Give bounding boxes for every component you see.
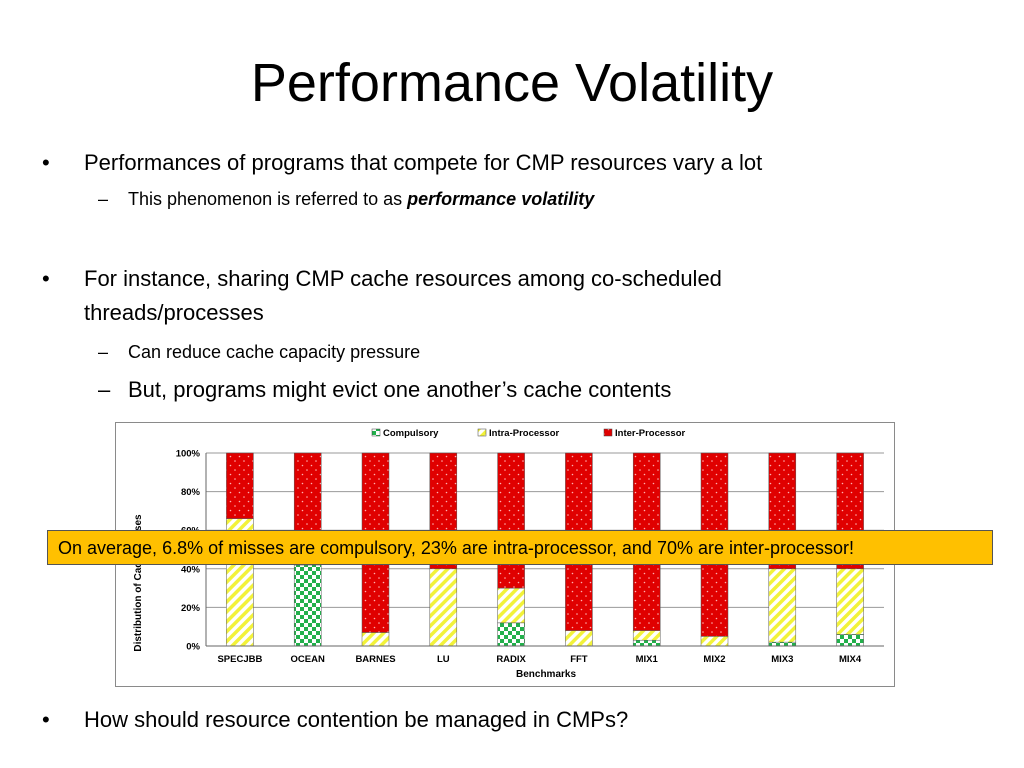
y-tick-label: 0% xyxy=(186,642,200,653)
bullet-1-text: Performances of programs that compete fo… xyxy=(84,150,763,175)
dash-glyph: – xyxy=(98,377,111,402)
bar-inter-processor-specjbb xyxy=(226,452,254,519)
x-axis: SPECJBB OCEAN BARNES LU RADIX FFT MIX1 MIX2 MIX3… xyxy=(206,645,884,665)
y-tick-label: 40% xyxy=(181,564,201,575)
bar-intra-processor-mix1 xyxy=(632,630,661,641)
chart-legend: Compulsory Intra-Processor Inter-Processor xyxy=(371,428,686,439)
y-axis-label: Distribution of Cache Misses xyxy=(133,514,144,652)
bar-intra-processor-mix3 xyxy=(768,568,797,643)
bar-compulsory-mix4 xyxy=(836,634,864,647)
x-axis-label: Benchmarks xyxy=(516,669,576,680)
x-tick-label: MIX4 xyxy=(839,654,862,665)
bullet-glyph: • xyxy=(42,266,50,291)
x-tick-label: LU xyxy=(437,654,450,665)
y-tick-label: 100% xyxy=(176,449,201,460)
legend-swatch xyxy=(371,428,381,437)
bar-intra-processor-barnes xyxy=(361,632,390,647)
y-tick-label: 20% xyxy=(181,603,201,614)
bar-compulsory-ocean xyxy=(293,564,322,647)
x-tick-label: SPECJBB xyxy=(217,654,262,665)
x-tick-label: OCEAN xyxy=(291,654,325,665)
bullet-glyph: • xyxy=(42,707,50,732)
y-tick-label: 80% xyxy=(181,487,201,498)
dash-glyph: – xyxy=(98,189,109,209)
legend-swatch xyxy=(603,428,613,437)
legend-label: Inter-Processor xyxy=(615,428,686,439)
bar-intra-processor-mix2 xyxy=(700,636,729,647)
sub-bullet-2-1-text: Can reduce cache capacity pressure xyxy=(128,342,421,362)
x-tick-label: MIX3 xyxy=(771,654,793,665)
dash-glyph: – xyxy=(98,342,109,362)
bar-compulsory-radix xyxy=(497,622,525,647)
x-tick-label: FFT xyxy=(570,654,588,665)
x-tick-label: MIX1 xyxy=(636,654,659,665)
legend-label: Intra-Processor xyxy=(489,428,560,439)
slide-title: Performance Volatility xyxy=(250,53,774,113)
bar-intra-processor-mix4 xyxy=(836,568,864,635)
legend-swatch xyxy=(477,428,487,437)
sub-bullet-1-1-emphasis: performance volatility xyxy=(407,189,595,209)
sub-bullet-1-1-prefix: This phenomenon is referred to as xyxy=(128,189,408,209)
x-tick-label: MIX2 xyxy=(703,654,725,665)
sub-bullet-2-2-text: But, programs might evict one another’s … xyxy=(128,377,672,402)
bar-intra-processor-fft xyxy=(565,630,593,647)
bullet-2-text: For instance, sharing CMP cache resource… xyxy=(84,266,722,325)
average-callout: On average, 6.8% of misses are compulsor… xyxy=(47,530,993,565)
bar-compulsory-mix1 xyxy=(632,639,661,647)
bar-intra-processor-lu xyxy=(429,568,458,647)
bullet-glyph: • xyxy=(42,150,50,175)
legend-label: Compulsory xyxy=(383,428,439,439)
x-tick-label: RADIX xyxy=(496,654,526,665)
x-tick-label: BARNES xyxy=(355,654,395,665)
bar-intra-processor-radix xyxy=(497,587,525,624)
bar-compulsory-mix3 xyxy=(768,641,797,647)
bar-inter-processor-radix xyxy=(497,452,525,589)
bullet-3-text: How should resource contention be manage… xyxy=(84,707,629,732)
